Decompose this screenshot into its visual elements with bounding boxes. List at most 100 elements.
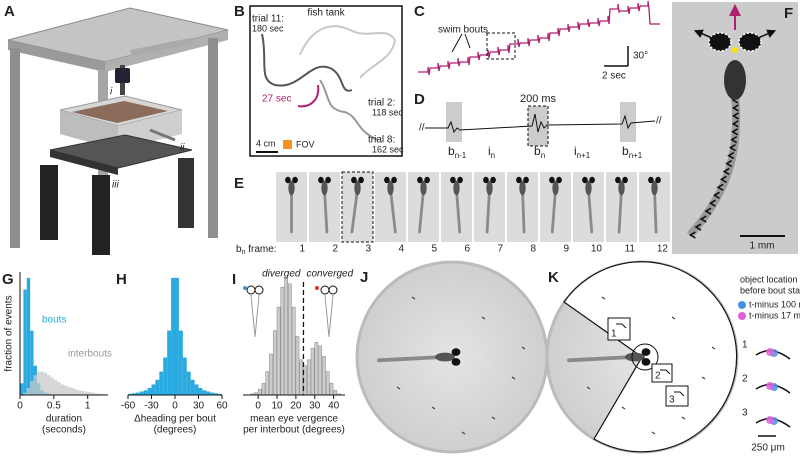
fish — [450, 176, 463, 234]
tail-marker — [728, 143, 736, 152]
fish-body — [387, 180, 394, 196]
tail-marker — [727, 151, 735, 160]
inset-box — [651, 363, 673, 383]
event-label: in+1 — [574, 144, 591, 160]
tail-marker — [722, 167, 730, 176]
fish-eye — [708, 32, 732, 52]
series-label: bouts — [42, 315, 66, 326]
callout: iii — [112, 180, 119, 191]
histogram-bar — [84, 391, 88, 395]
legend-swatch — [738, 312, 746, 320]
trajectory — [319, 79, 379, 141]
tank — [249, 5, 403, 157]
fish-eye — [738, 32, 762, 52]
fish — [285, 176, 298, 234]
tail-marker — [731, 120, 739, 128]
event-sub: n+1 — [577, 151, 591, 160]
panel-label: C — [414, 3, 425, 20]
example-label: 3 — [742, 408, 748, 419]
tail-marker — [712, 191, 720, 199]
inset-label: 2 — [655, 371, 661, 382]
histogram-bar — [194, 384, 199, 395]
fish-eye — [648, 176, 654, 184]
event-base: i — [574, 144, 577, 158]
x-axis-label: (degrees) — [154, 425, 197, 436]
histogram-bar — [67, 386, 71, 395]
eye-icon — [254, 285, 264, 295]
break-mark: // — [656, 116, 662, 127]
row-label-base: b — [236, 244, 242, 255]
tail-marker — [730, 136, 738, 144]
histogram-bar — [333, 390, 338, 396]
histogram-bar — [64, 385, 68, 395]
debris — [681, 416, 686, 420]
histogram-bar — [40, 371, 44, 395]
histogram-bar — [147, 387, 152, 395]
break-mark: // — [419, 123, 425, 134]
histogram-bar — [257, 388, 262, 396]
angle-trace — [418, 0, 660, 76]
debris — [586, 386, 591, 390]
eye-icon — [320, 285, 330, 295]
histogram-bar — [318, 345, 322, 396]
event-base: b — [448, 144, 455, 158]
debris — [521, 346, 526, 350]
fish-body — [651, 180, 658, 196]
histogram-bar — [74, 389, 78, 395]
debris — [711, 346, 716, 350]
row-label-rest: frame: — [245, 244, 276, 255]
histogram-bar — [151, 384, 156, 395]
histogram-bar — [135, 392, 140, 395]
event-sub: n — [491, 151, 495, 160]
scale-label: 1 mm — [750, 241, 775, 252]
tail-marker — [699, 215, 707, 223]
scale-label: 2 sec — [602, 71, 626, 82]
fish-eye — [641, 358, 651, 366]
x-tick-label: 20 — [290, 401, 302, 412]
debris — [481, 316, 486, 320]
fish-eye — [556, 176, 562, 184]
fish-eye — [451, 348, 461, 356]
histogram-bar — [210, 392, 215, 395]
fish-eye — [391, 176, 397, 184]
fish-body — [519, 180, 526, 196]
fish-eye — [450, 176, 456, 184]
histogram-bar — [128, 393, 132, 395]
histogram-bar — [171, 277, 175, 395]
histogram-bar — [284, 277, 288, 396]
histogram-bar — [178, 330, 183, 395]
event-sub: n-1 — [455, 151, 467, 160]
histogram-bar — [299, 359, 304, 396]
fish — [350, 176, 364, 234]
frame-number: 9 — [563, 244, 569, 255]
tail-marker — [731, 104, 739, 112]
histogram-bar — [131, 393, 136, 395]
frame-number: 5 — [431, 244, 437, 255]
event-label: bn-1 — [448, 144, 467, 160]
histogram-bar — [214, 393, 219, 395]
histogram-bar — [91, 392, 95, 395]
fish — [615, 176, 628, 234]
fish-body — [625, 352, 645, 362]
scale-label: 30° — [633, 51, 648, 62]
row-label: bn frame: — [236, 244, 277, 256]
fish-body — [618, 180, 625, 196]
histogram-bar — [26, 277, 31, 395]
event-label: in — [488, 144, 495, 160]
zoom-box — [486, 32, 516, 60]
panel-label: A — [4, 3, 15, 20]
histogram-bar — [30, 380, 34, 395]
tail-marker — [688, 231, 696, 239]
debris — [651, 431, 656, 435]
body-icon — [324, 294, 334, 338]
x-tick-label: 10 — [271, 401, 283, 412]
fish-eye — [589, 176, 595, 184]
fish-body — [724, 60, 746, 100]
fish-eye — [384, 176, 390, 184]
x-tick-label: -30 — [144, 401, 159, 412]
trial-name: trial 11: — [252, 14, 284, 25]
fish-eye — [622, 176, 628, 184]
panel-label: G — [2, 271, 14, 288]
frame-number: 6 — [464, 244, 470, 255]
fish-body — [354, 180, 361, 196]
